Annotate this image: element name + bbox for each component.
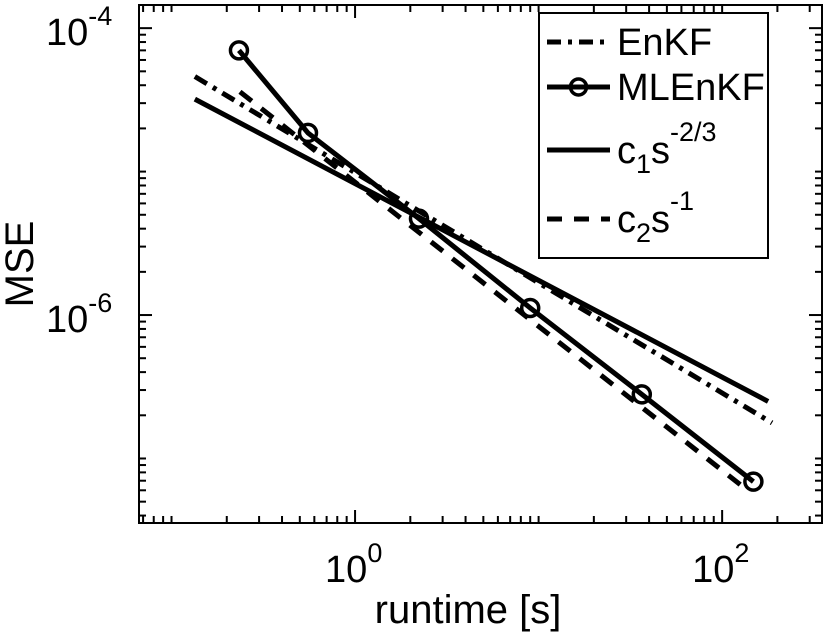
series-c1-s-2-3- [193, 96, 770, 404]
x-axis-ticks [142, 5, 811, 523]
legend-label: c2s-1 [617, 186, 694, 248]
series-line [237, 48, 755, 484]
legend-entry-c1s: c1s-2/3 [547, 117, 717, 179]
data-point-marker [408, 208, 430, 229]
data-point-marker [297, 122, 319, 144]
data-point-marker [228, 40, 250, 61]
legend-label: c1s-2/3 [617, 117, 717, 179]
x-axis-label: runtime [s] [375, 588, 562, 632]
legend-entry-enkf: EnKF [547, 22, 712, 64]
legend-label: MLEnKF [617, 67, 765, 109]
axes: 100 102 10-4 10-6 runtime [s] MSE [0, 1, 823, 632]
y-axis-label: MSE [0, 221, 42, 308]
data-point-marker [519, 297, 541, 319]
data-point-marker [743, 471, 764, 492]
y-axis-ticks [139, 27, 822, 517]
x-tick-labels: 100 102 [325, 538, 749, 591]
series-group [193, 40, 774, 492]
y-tick-label: 10-6 [46, 288, 112, 341]
series-line [193, 96, 770, 404]
legend-entry-mlenkf: MLEnKF [547, 67, 765, 109]
x-tick-label: 102 [692, 538, 749, 591]
data-point-marker [631, 384, 653, 405]
series-mlenkf [228, 40, 764, 492]
y-tick-label: 10-4 [46, 1, 112, 54]
x-tick-label: 100 [325, 538, 382, 591]
y-tick-labels: 10-4 10-6 [46, 1, 112, 341]
legend-entry-c2s: c2s-1 [547, 186, 694, 248]
plot-box [138, 4, 823, 524]
legend-label: EnKF [617, 22, 712, 64]
legend-marker-sample [568, 77, 589, 97]
